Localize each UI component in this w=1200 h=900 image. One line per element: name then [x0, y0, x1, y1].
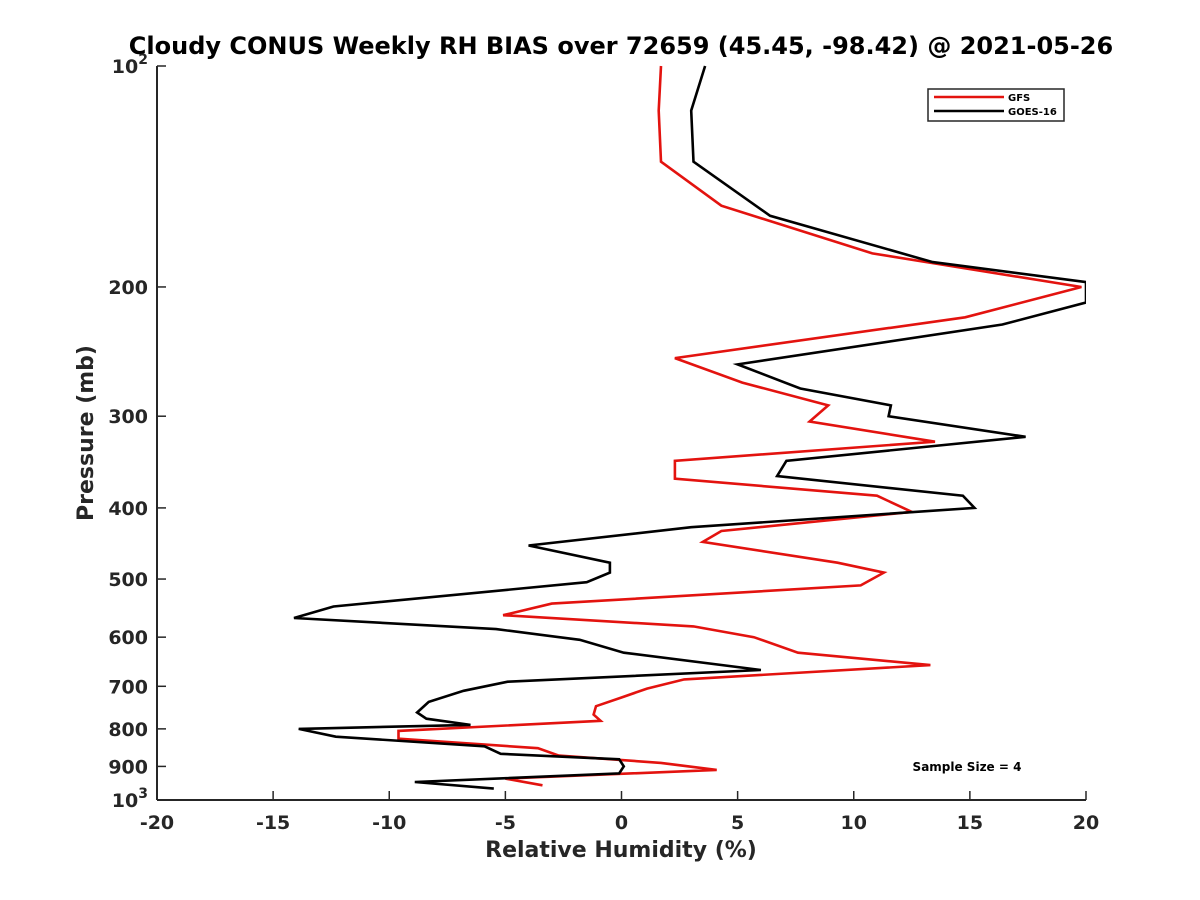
- x-tick-label: -5: [495, 812, 516, 834]
- x-tick-label: 10: [841, 812, 867, 834]
- legend-label-gfs: GFS: [1008, 93, 1030, 104]
- sample-size-annotation: Sample Size = 4: [913, 760, 1022, 774]
- y-tick-label: 400: [108, 498, 148, 520]
- chart-title: Cloudy CONUS Weekly RH BIAS over 72659 (…: [129, 32, 1113, 60]
- x-tick-label: 15: [957, 812, 983, 834]
- x-tick-label: -15: [256, 812, 290, 834]
- series-layer: [293, 65, 1086, 790]
- y-tick-label: 300: [108, 406, 148, 428]
- legend: GFS GOES-16: [927, 88, 1065, 122]
- x-ticks: -20 -15 -10 -5 0 5 10 15 20: [140, 791, 1099, 834]
- y-tick-label: 500: [108, 569, 148, 591]
- y-tick-label: 900: [108, 756, 148, 778]
- series-line-gfs: [397, 65, 1082, 787]
- y-ticks: 102 200 300 400 500 600 700 800 900 103: [108, 52, 166, 812]
- x-tick-label: -10: [372, 812, 406, 834]
- y-tick-label: 102: [112, 52, 148, 78]
- y-tick-label: 103: [112, 786, 148, 812]
- legend-label-goes16: GOES-16: [1008, 107, 1057, 118]
- x-tick-label: 5: [731, 812, 744, 834]
- y-tick-label: 600: [108, 627, 148, 649]
- legend-box: [927, 88, 1065, 122]
- x-tick-label: 0: [615, 812, 628, 834]
- y-tick-label: 200: [108, 277, 148, 299]
- x-tick-label: -20: [140, 812, 174, 834]
- x-axis-label: Relative Humidity (%): [485, 838, 757, 863]
- y-tick-label: 800: [108, 719, 148, 741]
- y-tick-label: 700: [108, 676, 148, 698]
- series-line-goes16: [293, 65, 1086, 790]
- y-axis-label: Pressure (mb): [74, 345, 99, 521]
- x-tick-label: 20: [1073, 812, 1099, 834]
